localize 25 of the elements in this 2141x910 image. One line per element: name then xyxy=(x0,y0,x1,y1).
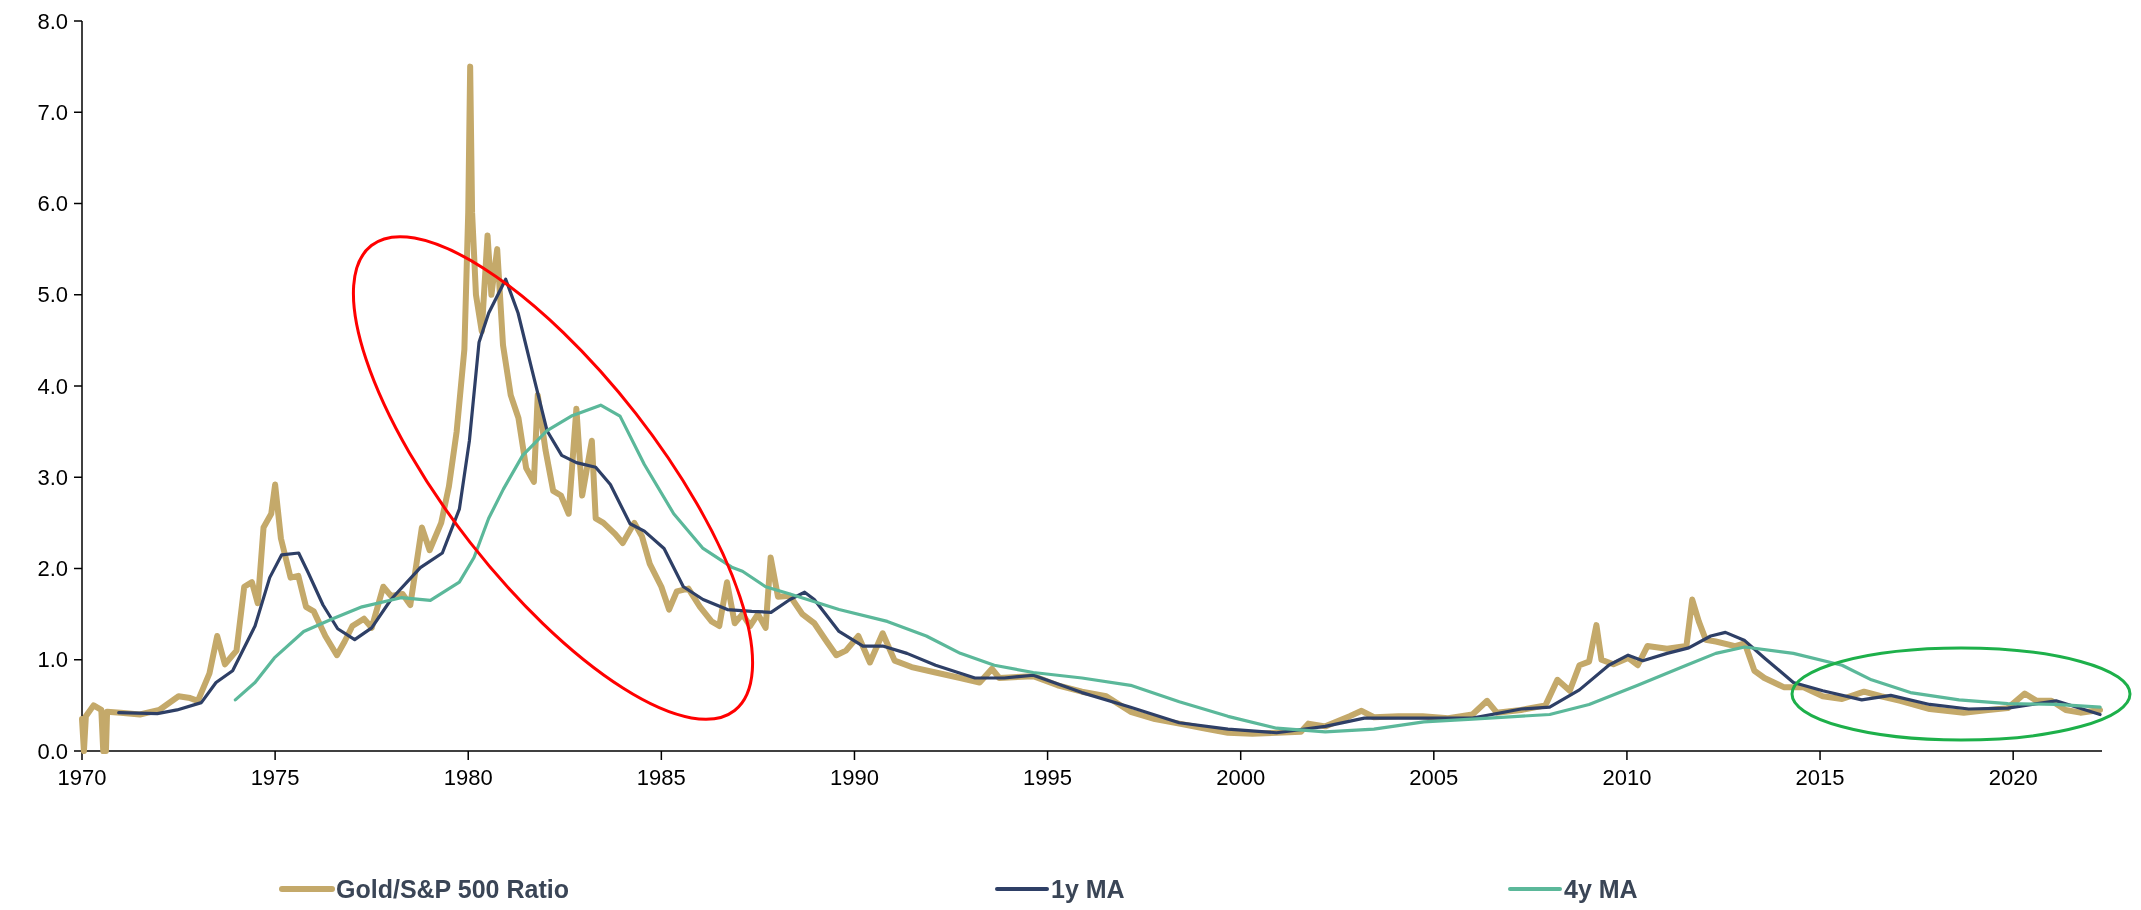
y-tick-label: 6.0 xyxy=(37,191,68,217)
x-tick-label: 1970 xyxy=(57,765,107,790)
x-tick-label: 2015 xyxy=(1795,765,1845,790)
line-series xyxy=(117,277,2102,735)
x-tick-label: 1980 xyxy=(443,765,493,790)
y-tick-label: 8.0 xyxy=(37,8,68,34)
x-tick-label: 2000 xyxy=(1216,765,1266,790)
y-tick-label: 1.0 xyxy=(37,647,68,673)
x-tick-label: 1990 xyxy=(829,765,879,790)
x-tick-label: 1975 xyxy=(250,765,300,790)
legend-label: Gold/S&P 500 Ratio xyxy=(336,874,569,903)
x-tick-label: 1985 xyxy=(636,765,686,790)
y-tick-label: 0.0 xyxy=(37,738,68,764)
y-tick-label: 7.0 xyxy=(37,99,68,125)
x-tick-label: 1995 xyxy=(1023,765,1073,790)
x-tick-label: 2010 xyxy=(1602,765,1652,790)
y-tick-label: 3.0 xyxy=(37,464,68,490)
x-tick-label: 2005 xyxy=(1409,765,1459,790)
legend-label: 1y MA xyxy=(1051,874,1125,903)
y-tick-label: 4.0 xyxy=(37,373,68,399)
line-series xyxy=(233,403,2102,734)
y-tick-label: 2.0 xyxy=(37,556,68,582)
y-tick-label: 5.0 xyxy=(37,282,68,308)
x-tick-label: 2020 xyxy=(1988,765,2038,790)
legend-label: 4y MA xyxy=(1564,874,1638,903)
